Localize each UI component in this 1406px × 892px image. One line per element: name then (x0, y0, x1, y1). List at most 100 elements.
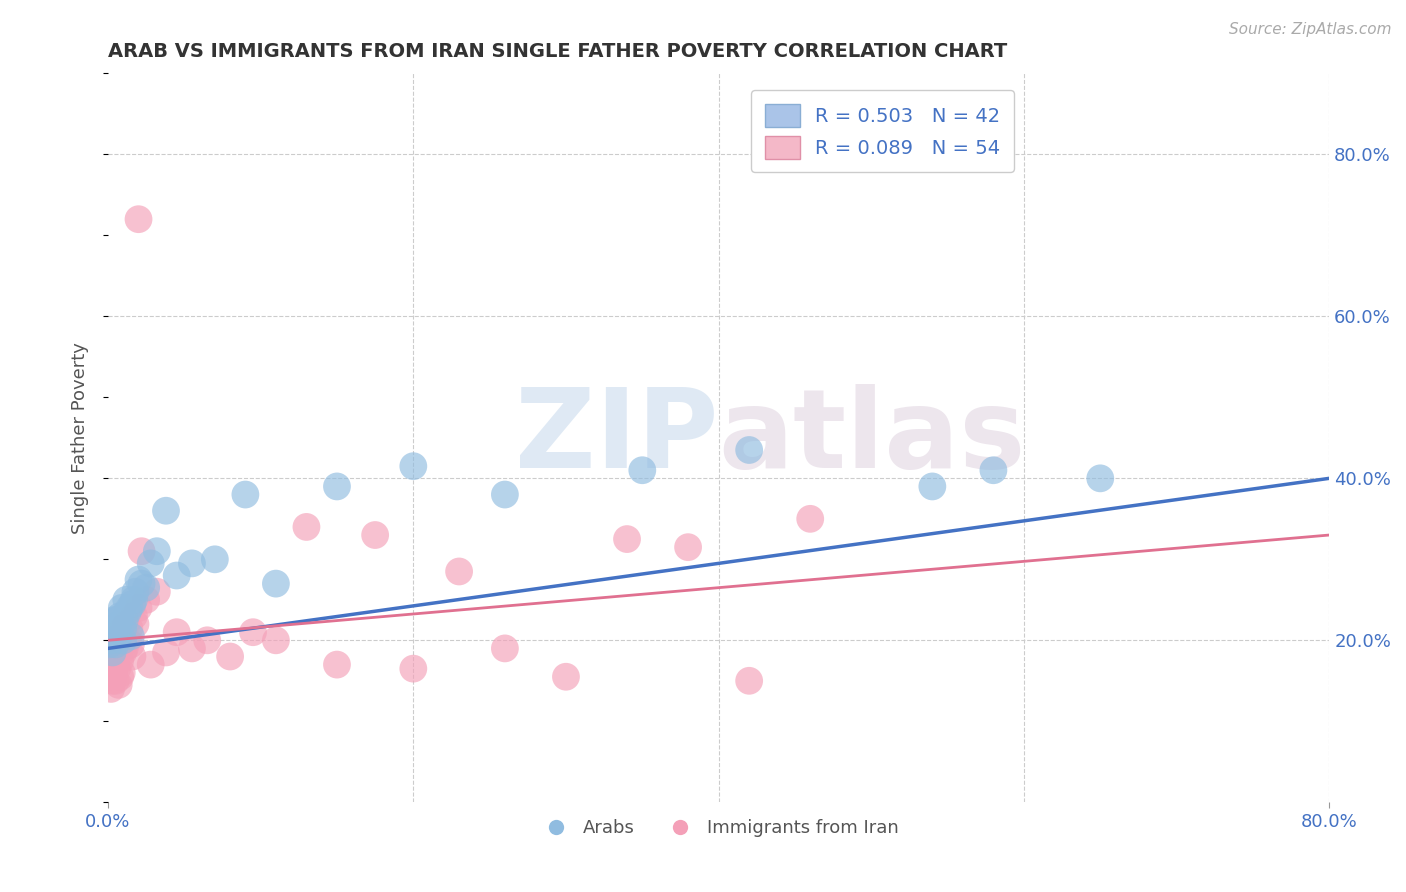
Point (107, 629, 129, 643)
Point (103, 613, 125, 627)
Point (166, 568, 188, 582)
Point (155, 645, 177, 659)
Point (676, 540, 699, 554)
Point (449, 565, 471, 579)
Point (326, 657, 349, 672)
Point (103, 665, 125, 680)
Point (146, 584, 169, 599)
Point (104, 673, 127, 688)
Point (124, 617, 146, 632)
Point (108, 654, 131, 668)
Point (98, 654, 121, 668)
Point (117, 605, 139, 619)
Point (105, 662, 128, 676)
Point (219, 649, 242, 664)
Point (402, 662, 425, 676)
Point (738, 673, 761, 688)
Point (494, 487, 516, 501)
Point (114, 613, 136, 627)
Point (494, 641, 516, 656)
Point (122, 609, 145, 624)
Point (121, 597, 143, 611)
Point (128, 601, 150, 615)
Point (120, 629, 142, 643)
Y-axis label: Single Father Poverty: Single Father Poverty (72, 342, 89, 533)
Point (131, 544, 153, 558)
Point (101, 621, 124, 635)
Legend: Arabs, Immigrants from Iran: Arabs, Immigrants from Iran (531, 812, 907, 844)
Point (112, 621, 135, 635)
Point (111, 601, 134, 615)
Point (181, 557, 204, 571)
Text: ZIP: ZIP (515, 384, 718, 491)
Point (104, 641, 127, 656)
Point (195, 633, 218, 648)
Point (146, 544, 169, 558)
Point (264, 576, 287, 591)
Point (139, 657, 162, 672)
Point (101, 645, 124, 659)
Point (105, 613, 128, 627)
Point (107, 678, 129, 692)
Point (108, 609, 131, 624)
Point (738, 442, 761, 457)
Point (235, 487, 257, 501)
Point (402, 459, 425, 474)
Point (105, 645, 128, 659)
Point (108, 670, 131, 684)
Point (101, 645, 124, 659)
Point (242, 625, 264, 640)
Point (921, 479, 943, 493)
Point (104, 621, 127, 635)
Point (112, 633, 135, 648)
Point (204, 552, 226, 566)
Point (115, 592, 138, 607)
Point (118, 621, 141, 635)
Point (115, 617, 138, 632)
Point (166, 625, 188, 640)
Point (107, 637, 129, 651)
Point (104, 637, 127, 651)
Point (616, 532, 638, 546)
Text: ARAB VS IMMIGRANTS FROM IRAN SINGLE FATHER POVERTY CORRELATION CHART: ARAB VS IMMIGRANTS FROM IRAN SINGLE FATH… (108, 42, 1007, 61)
Point (983, 463, 1005, 477)
Point (112, 645, 135, 659)
Point (114, 641, 136, 656)
Point (799, 512, 821, 526)
Point (101, 673, 124, 688)
Point (135, 592, 157, 607)
Point (103, 625, 125, 640)
Point (555, 670, 578, 684)
Text: Source: ZipAtlas.com: Source: ZipAtlas.com (1229, 22, 1392, 37)
Point (107, 617, 129, 632)
Point (98, 637, 121, 651)
Point (101, 633, 124, 648)
Point (264, 633, 287, 648)
Point (295, 520, 318, 534)
Point (103, 637, 125, 651)
Point (117, 633, 139, 648)
Point (100, 633, 122, 648)
Point (131, 576, 153, 591)
Point (111, 665, 134, 680)
Point (128, 212, 150, 227)
Point (364, 528, 387, 542)
Point (98, 670, 121, 684)
Point (631, 463, 654, 477)
Point (128, 573, 150, 587)
Point (326, 479, 349, 493)
Point (139, 557, 162, 571)
Point (135, 581, 157, 595)
Point (100, 681, 122, 696)
Text: atlas: atlas (718, 384, 1026, 491)
Point (100, 662, 122, 676)
Point (118, 601, 141, 615)
Point (122, 592, 145, 607)
Point (121, 649, 143, 664)
Point (181, 641, 204, 656)
Point (104, 657, 127, 672)
Point (155, 504, 177, 518)
Point (111, 633, 134, 648)
Point (112, 621, 135, 635)
Point (120, 637, 142, 651)
